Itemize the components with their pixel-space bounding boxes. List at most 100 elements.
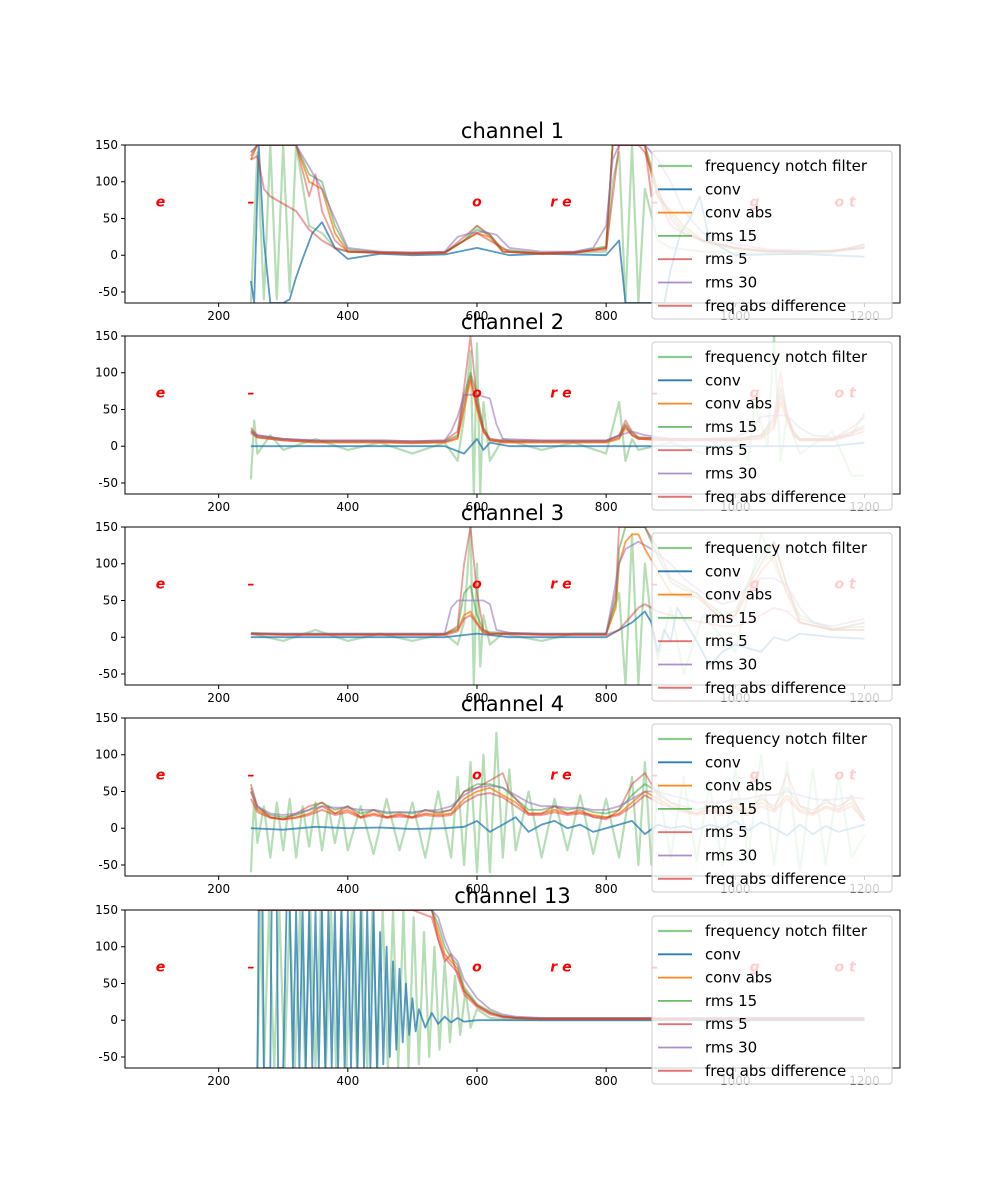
legend-label: rms 5: [705, 632, 748, 650]
legend-label: conv: [705, 753, 741, 771]
annotation-label: o: [472, 577, 482, 593]
legend-frame: [651, 915, 893, 1085]
x-tick-label: 600: [466, 1074, 489, 1088]
chart-panel-4: e–or e–go t20040060080010001200-50050100…: [95, 692, 901, 896]
x-tick-label: 800: [595, 500, 618, 514]
x-tick-label: 600: [466, 309, 489, 323]
annotation-label: o: [472, 768, 482, 784]
y-tick-label: 50: [103, 593, 118, 607]
annotation-label: –: [247, 386, 254, 402]
legend-label: rms 15: [705, 227, 757, 245]
legend: frequency notch filter conv conv abs rms 15…: [651, 150, 893, 320]
legend-label: frequency notch filter: [705, 730, 868, 748]
annotation-label: –: [247, 577, 254, 593]
y-tick-label: 0: [110, 439, 118, 453]
legend-label: frequency notch filter: [705, 348, 868, 366]
y-tick-label: 150: [95, 520, 118, 534]
annotation-label: –: [247, 768, 254, 784]
annotation-label: o: [472, 386, 482, 402]
legend-label: freq abs difference: [705, 297, 846, 315]
y-tick-label: 100: [95, 748, 118, 762]
y-tick-label: -50: [98, 285, 118, 299]
y-tick-label: 50: [103, 784, 118, 798]
annotation-label: r e: [550, 577, 571, 593]
legend-frame: [651, 723, 893, 893]
legend-label: freq abs difference: [705, 1062, 846, 1080]
legend-label: rms 30: [705, 847, 757, 865]
legend-label: conv abs: [705, 777, 772, 795]
axes-frame: [124, 335, 901, 495]
x-tick-label: 400: [336, 500, 359, 514]
annotation-label: r e: [550, 386, 571, 402]
legend-label: rms 30: [705, 656, 757, 674]
x-tick-label: 600: [466, 691, 489, 705]
y-tick-label: 0: [110, 630, 118, 644]
x-tick-label: 400: [336, 1074, 359, 1088]
annotation-label: r e: [550, 195, 571, 211]
y-tick-label: 50: [103, 402, 118, 416]
annotation-label: –: [247, 960, 254, 976]
x-tick-label: 600: [466, 882, 489, 896]
chart-panel-2: e–or e–go t20040060080010001200-50050100…: [95, 310, 901, 514]
legend-label: frequency notch filter: [705, 922, 868, 940]
y-tick-label: 0: [110, 821, 118, 835]
legend-frame: [651, 150, 893, 320]
legend-label: rms 5: [705, 441, 748, 459]
chart-title: channel 4: [461, 692, 564, 716]
legend-label: rms 15: [705, 992, 757, 1010]
legend-label: rms 30: [705, 274, 757, 292]
y-tick-label: -50: [98, 1050, 118, 1064]
chart-title: channel 13: [454, 884, 571, 908]
legend-frame: [651, 341, 893, 511]
legend-label: conv abs: [705, 395, 772, 413]
axes-frame: [124, 144, 901, 304]
x-tick-label: 200: [207, 500, 230, 514]
annotation-label: e: [156, 960, 166, 976]
legend-frame: [651, 532, 893, 702]
y-tick-label: 50: [103, 976, 118, 990]
x-tick-label: 200: [207, 1074, 230, 1088]
annotation-label: –: [247, 195, 254, 211]
y-tick-label: 150: [95, 711, 118, 725]
chart-title: channel 1: [461, 119, 564, 143]
legend-label: rms 5: [705, 823, 748, 841]
x-tick-label: 800: [595, 882, 618, 896]
legend-label: rms 15: [705, 418, 757, 436]
annotation-label: r e: [550, 768, 571, 784]
x-tick-label: 800: [595, 309, 618, 323]
y-tick-label: 100: [95, 940, 118, 954]
y-tick-label: 150: [95, 329, 118, 343]
annotation-label: r e: [550, 960, 571, 976]
y-tick-label: 50: [103, 211, 118, 225]
legend-label: freq abs difference: [705, 870, 846, 888]
x-tick-label: 400: [336, 882, 359, 896]
legend-label: conv abs: [705, 204, 772, 222]
y-tick-label: 100: [95, 175, 118, 189]
chart-panel-3: e–or e–go t20040060080010001200-50050100…: [95, 501, 901, 705]
y-tick-label: 150: [95, 138, 118, 152]
annotation-label: e: [156, 768, 166, 784]
legend-label: rms 5: [705, 1015, 748, 1033]
legend-label: conv: [705, 180, 741, 198]
y-tick-label: 0: [110, 1013, 118, 1027]
x-tick-label: 800: [595, 691, 618, 705]
legend: frequency notch filter conv conv abs rms 15…: [651, 532, 893, 702]
x-tick-label: 600: [466, 500, 489, 514]
legend-label: frequency notch filter: [705, 157, 868, 175]
legend-label: rms 30: [705, 1039, 757, 1057]
annotation-label: e: [156, 195, 166, 211]
chart-panel-1: e–or e–go t20040060080010001200-50050100…: [95, 119, 901, 323]
x-tick-label: 200: [207, 691, 230, 705]
annotation-label: o: [472, 960, 482, 976]
y-tick-label: -50: [98, 858, 118, 872]
y-tick-label: 0: [110, 248, 118, 262]
legend-label: conv: [705, 371, 741, 389]
legend: frequency notch filter conv conv abs rms 15…: [651, 341, 893, 511]
legend-label: rms 15: [705, 800, 757, 818]
chart-title: channel 3: [461, 501, 564, 525]
x-tick-label: 400: [336, 691, 359, 705]
y-tick-label: 150: [95, 903, 118, 917]
y-tick-label: 100: [95, 366, 118, 380]
axes-frame: [124, 909, 901, 1069]
